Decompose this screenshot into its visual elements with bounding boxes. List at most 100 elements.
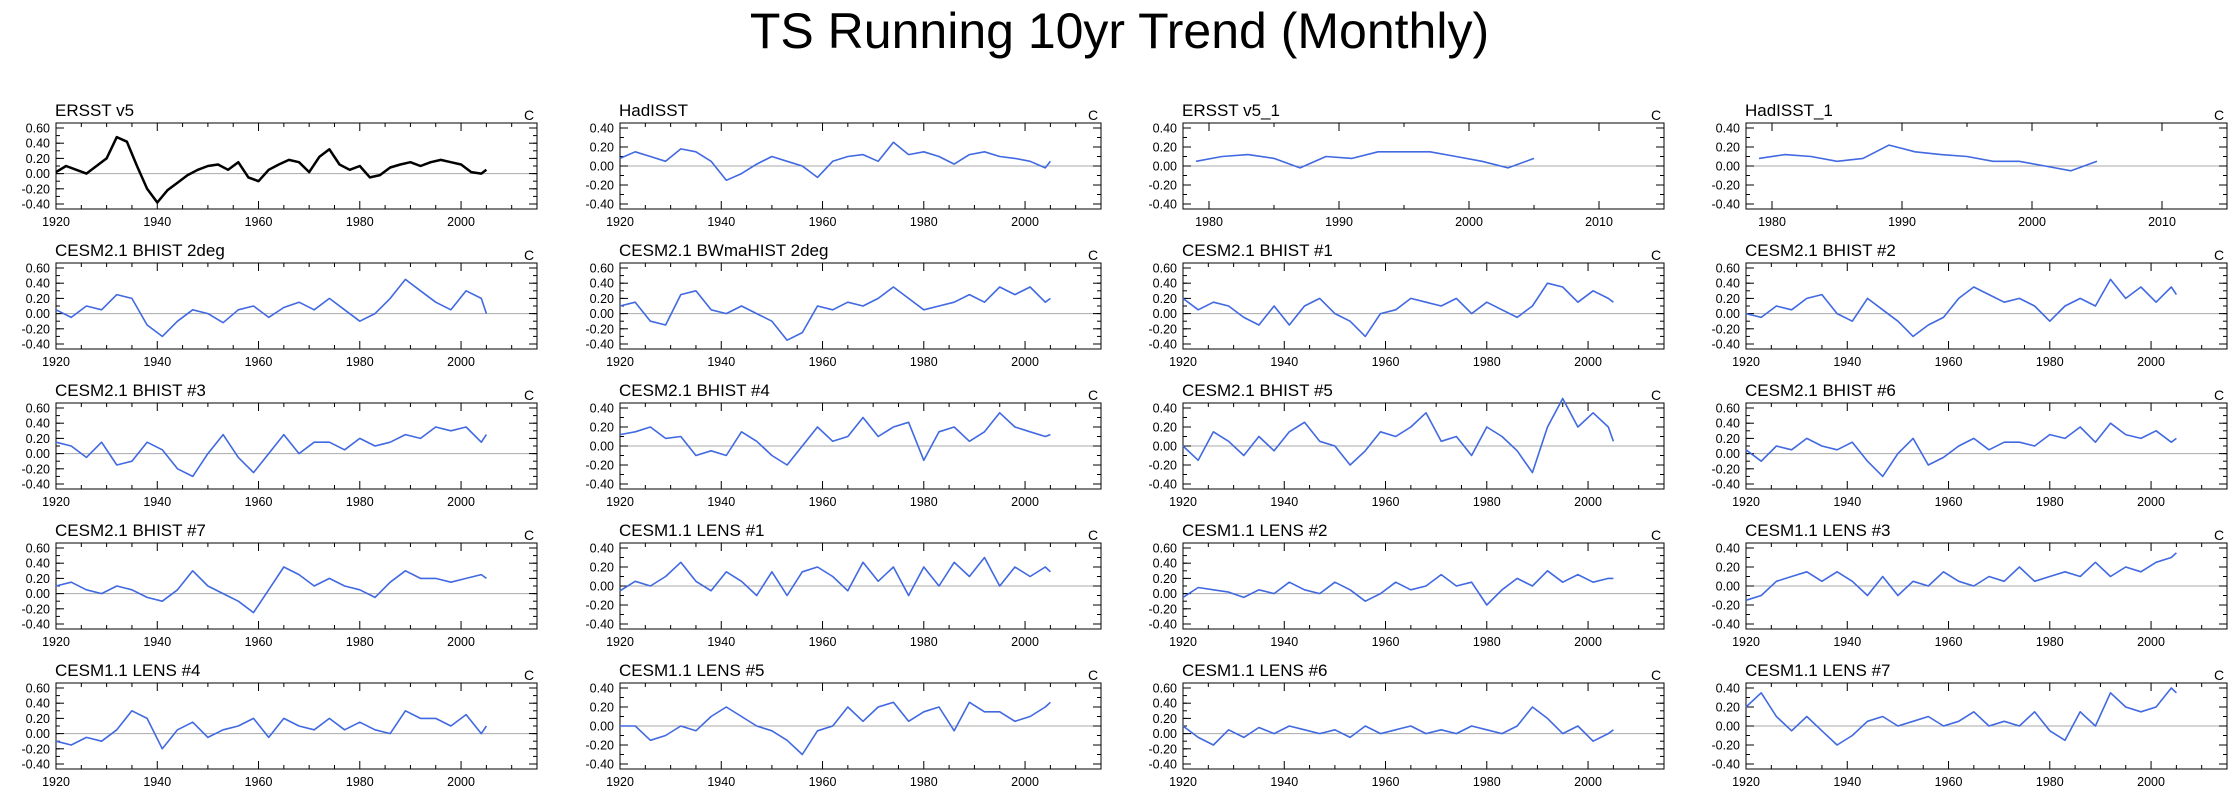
x-tick-label: 1990	[1325, 215, 1353, 229]
figure-title: TS Running 10yr Trend (Monthly)	[749, 3, 1490, 59]
x-tick-label: 1940	[707, 215, 735, 229]
series-line	[1745, 687, 2177, 746]
y-tick-label: 0.40	[590, 122, 614, 136]
y-tick-label: 0.20	[590, 561, 614, 575]
x-tick-label: 1940	[707, 495, 735, 509]
x-tick-label: 1980	[2036, 635, 2064, 649]
y-tick-label: 0.40	[1153, 697, 1177, 711]
x-tick-label: 1960	[245, 635, 273, 649]
x-tick-label: 1940	[1270, 775, 1298, 789]
x-tick-label: 1920	[1169, 355, 1197, 369]
y-tick-label: 0.00	[590, 307, 614, 321]
x-tick-label: 1940	[1270, 495, 1298, 509]
x-tick-label: 1940	[1833, 775, 1861, 789]
panel-units: C	[1088, 247, 1098, 263]
y-tick-label: 0.00	[1716, 447, 1740, 461]
y-tick-label: 0.20	[26, 432, 50, 446]
x-tick-label: 2000	[447, 355, 475, 369]
x-tick-label: 1920	[42, 635, 70, 649]
y-tick-label: 0.40	[1153, 122, 1177, 136]
panel-title: CESM2.1 BHIST #4	[619, 381, 770, 400]
chart-panel: ERSST v5_1 C 1980 1990 2000 2010 -0.40 -0.20 0.0…	[1149, 101, 1665, 229]
y-tick-label: -0.40	[22, 338, 51, 352]
x-tick-label: 1920	[42, 495, 70, 509]
panel-title: CESM1.1 LENS #7	[1745, 661, 1891, 680]
x-tick-label: 1940	[707, 775, 735, 789]
y-tick-label: -0.20	[1712, 599, 1741, 613]
y-tick-label: 0.40	[26, 557, 50, 571]
y-tick-label: 0.00	[590, 160, 614, 174]
panel-units: C	[1088, 107, 1098, 123]
y-tick-label: -0.40	[586, 198, 615, 212]
plot-frame	[1182, 262, 1665, 350]
y-tick-label: 0.60	[1153, 262, 1177, 276]
y-tick-label: 0.40	[26, 697, 50, 711]
y-tick-label: -0.40	[1149, 198, 1178, 212]
series-line	[55, 278, 488, 338]
y-tick-label: 0.00	[26, 447, 50, 461]
y-tick-label: -0.20	[22, 322, 51, 336]
series-line	[1182, 706, 1614, 746]
plot-frame	[1745, 402, 2228, 490]
y-tick-label: 0.20	[1716, 141, 1740, 155]
x-tick-label: 1960	[1372, 635, 1400, 649]
x-tick-label: 2000	[1011, 215, 1039, 229]
y-tick-label: 0.00	[1716, 580, 1740, 594]
x-tick-label: 2000	[1011, 355, 1039, 369]
x-tick-label: 1980	[346, 215, 374, 229]
y-tick-label: 0.20	[1153, 572, 1177, 586]
x-tick-label: 2000	[2137, 775, 2165, 789]
x-tick-label: 1940	[707, 355, 735, 369]
y-tick-label: -0.40	[1149, 478, 1178, 492]
x-tick-label: 1980	[2036, 495, 2064, 509]
y-tick-label: -0.20	[1712, 322, 1741, 336]
y-tick-label: 0.60	[26, 542, 50, 556]
y-tick-label: 0.00	[1153, 307, 1177, 321]
y-tick-label: -0.40	[1712, 478, 1741, 492]
y-tick-label: 0.20	[1716, 561, 1740, 575]
x-tick-label: 2000	[2137, 495, 2165, 509]
y-tick-label: 0.20	[26, 292, 50, 306]
x-tick-label: 2000	[1574, 355, 1602, 369]
y-tick-label: 0.40	[590, 277, 614, 291]
x-tick-label: 1940	[1270, 355, 1298, 369]
x-tick-label: 1920	[1732, 775, 1760, 789]
x-tick-label: 1940	[707, 635, 735, 649]
x-tick-label: 1960	[809, 775, 837, 789]
y-tick-label: 0.00	[26, 727, 50, 741]
x-tick-label: 1940	[1833, 495, 1861, 509]
x-tick-label: 1920	[606, 635, 634, 649]
y-tick-label: -0.20	[1149, 179, 1178, 193]
y-tick-label: 0.40	[1716, 277, 1740, 291]
panel-title: HadISST	[619, 101, 688, 120]
y-tick-label: 0.20	[1716, 292, 1740, 306]
y-tick-label: 0.20	[590, 292, 614, 306]
x-tick-label: 1960	[245, 775, 273, 789]
x-tick-label: 1940	[143, 635, 171, 649]
x-tick-label: 1980	[1758, 215, 1786, 229]
x-tick-label: 1940	[1270, 635, 1298, 649]
x-tick-label: 1980	[910, 495, 938, 509]
plot-frame	[1182, 682, 1665, 770]
y-tick-label: 0.00	[26, 167, 50, 181]
panel-title: CESM1.1 LENS #4	[55, 661, 201, 680]
x-tick-label: 1980	[910, 355, 938, 369]
panel-title: HadISST_1	[1745, 101, 1833, 120]
x-tick-label: 1920	[1732, 635, 1760, 649]
x-tick-label: 1940	[143, 775, 171, 789]
x-tick-label: 2010	[2148, 215, 2176, 229]
panel-units: C	[1651, 667, 1661, 683]
y-tick-label: 0.40	[1153, 402, 1177, 416]
y-tick-label: 0.40	[26, 277, 50, 291]
panel-units: C	[2214, 107, 2224, 123]
x-tick-label: 1940	[143, 495, 171, 509]
series-line	[619, 556, 1051, 597]
x-tick-label: 2000	[447, 775, 475, 789]
y-tick-label: -0.20	[1149, 602, 1178, 616]
y-tick-label: -0.40	[586, 618, 615, 632]
x-tick-label: 1960	[1372, 495, 1400, 509]
x-tick-label: 2000	[1011, 635, 1039, 649]
y-tick-label: 0.20	[1716, 432, 1740, 446]
panel-units: C	[524, 107, 534, 123]
x-tick-label: 1980	[346, 495, 374, 509]
